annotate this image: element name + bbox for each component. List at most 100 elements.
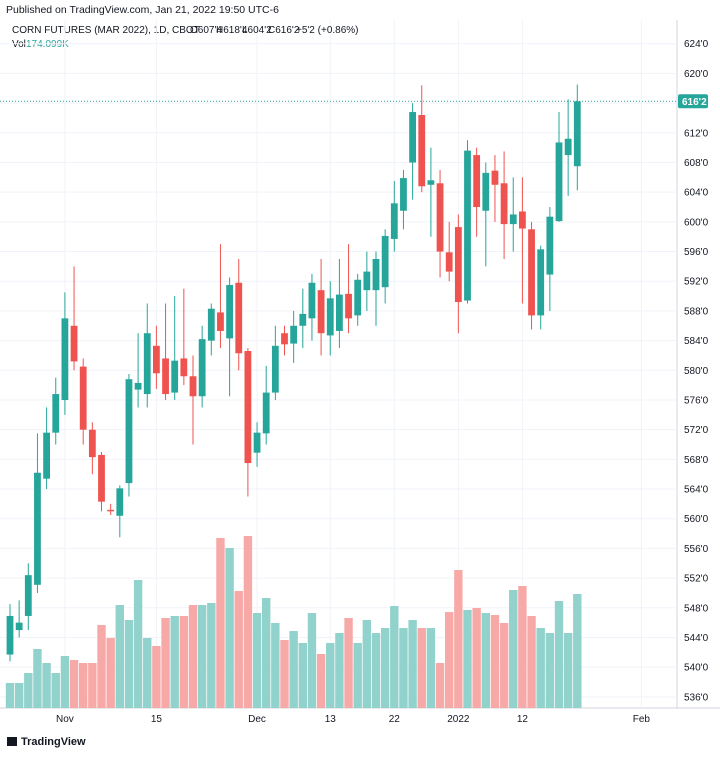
volume-bar: [60, 656, 70, 708]
y-tick-label: 588'0: [684, 306, 709, 317]
y-tick-label: 596'0: [684, 247, 709, 258]
candle-body: [336, 294, 343, 331]
candle-body: [134, 382, 142, 390]
y-tick-label: 600'0: [684, 217, 709, 228]
volume-bar: [106, 638, 115, 708]
candle-body: [464, 150, 471, 301]
volume-bar: [573, 593, 582, 708]
volume-bar: [207, 603, 216, 708]
y-tick-label: 560'0: [684, 514, 709, 525]
volume-bar: [216, 538, 225, 708]
candle-body: [400, 178, 407, 211]
candle-body: [546, 216, 554, 275]
candle-body: [519, 211, 526, 229]
x-tick-label: Nov: [56, 714, 74, 725]
volume-bar: [97, 625, 106, 708]
y-tick-label: 580'0: [684, 366, 709, 377]
volume-bar: [390, 606, 399, 708]
candle-body: [153, 345, 160, 374]
volume-bar: [51, 673, 60, 708]
candle-body: [253, 432, 261, 453]
y-tick-label: 612'0: [684, 128, 709, 139]
volume-bar: [152, 646, 161, 708]
volume-bar: [24, 673, 33, 708]
volume-bar: [262, 598, 271, 708]
volume-bar: [33, 649, 42, 708]
last-price-box: [678, 94, 708, 109]
ohlc-label: L604'2: [242, 25, 272, 36]
x-tick-label: 12: [517, 714, 529, 725]
volume-bar: [124, 620, 134, 708]
candle-body: [162, 358, 169, 395]
volume-bar: [316, 654, 326, 708]
candle-body: [235, 282, 243, 354]
candle-body: [500, 183, 508, 225]
y-tick-label: 568'0: [684, 455, 709, 466]
candle-body: [61, 318, 69, 400]
volume-bar: [481, 613, 490, 708]
volume-bar: [353, 643, 362, 708]
candle-body: [116, 488, 124, 516]
volume-bar: [344, 618, 353, 708]
candle-body: [381, 235, 389, 288]
volume-bar: [426, 628, 436, 708]
change-label: +5'2 (+0.86%): [296, 25, 359, 36]
volume-bar: [133, 580, 143, 708]
candle-body: [271, 345, 279, 393]
candle-body: [445, 252, 453, 272]
y-tick-label: 564'0: [684, 485, 709, 496]
candle-body: [427, 180, 435, 185]
candle-body: [573, 101, 581, 167]
candle-body: [436, 183, 444, 252]
candle-body: [290, 325, 298, 344]
y-tick-label: 548'0: [684, 603, 709, 614]
candle-body: [70, 325, 78, 362]
volume-bar: [362, 620, 372, 708]
volume-bar: [545, 633, 555, 708]
volume-bar: [536, 628, 545, 708]
candle-body: [52, 394, 60, 433]
volume-bar: [42, 663, 51, 708]
candle-body: [454, 227, 462, 303]
x-tick-label: 15: [151, 714, 163, 725]
x-tick-label: Dec: [248, 714, 266, 725]
candle-body: [473, 155, 481, 208]
volume-bar: [563, 633, 573, 708]
x-tick-label: 22: [389, 714, 401, 725]
candle-body: [125, 379, 133, 484]
volume-bar: [252, 613, 262, 708]
candle-body: [482, 172, 490, 211]
volume-label: Vol: [12, 39, 26, 50]
volume-bar: [454, 570, 463, 708]
volume-bar: [143, 638, 152, 708]
candle-body: [418, 114, 426, 187]
y-tick-label: 620'0: [684, 69, 709, 80]
candle-body: [363, 271, 371, 291]
candle-body: [171, 360, 179, 393]
volume-bar: [243, 536, 253, 708]
volume-bar: [527, 616, 536, 708]
volume-bar: [69, 660, 79, 708]
candle-body: [34, 472, 41, 585]
volume-value: 174.099K: [26, 39, 69, 50]
candle-body: [308, 282, 316, 319]
candle-body: [198, 339, 206, 397]
volume-bar: [234, 591, 243, 708]
candle-body: [107, 509, 115, 512]
y-tick-label: 624'0: [684, 39, 709, 50]
candle-body: [189, 376, 197, 397]
volume-bar: [79, 663, 88, 708]
candle-body: [88, 429, 96, 458]
candle-body: [15, 622, 23, 631]
volume-bar: [499, 623, 509, 708]
candle-body: [244, 351, 252, 464]
volume-bar: [271, 623, 280, 708]
last-price-label: 616'2: [682, 97, 707, 108]
candle-body: [299, 313, 307, 326]
candle-body: [409, 112, 416, 163]
candle-body: [564, 138, 572, 156]
candle-body: [555, 142, 563, 222]
candle-body: [317, 290, 325, 334]
volume-bar: [463, 610, 472, 708]
candle-body: [6, 615, 14, 655]
